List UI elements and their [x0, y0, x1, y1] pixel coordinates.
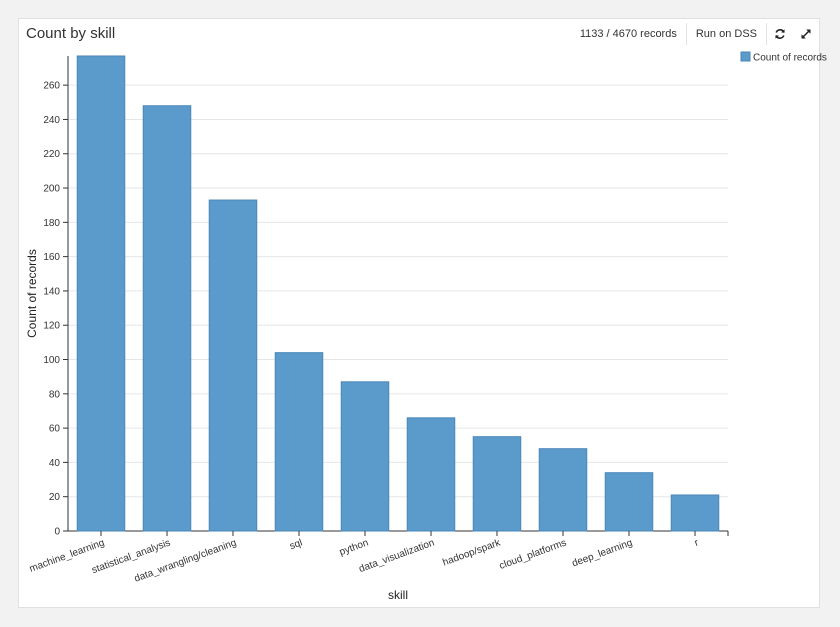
refresh-icon[interactable]: [767, 28, 793, 40]
bar-6[interactable]: [472, 436, 522, 532]
y-tick-label: 100: [43, 355, 60, 366]
expand-icon[interactable]: [793, 28, 819, 40]
y-tick-label: 200: [43, 184, 60, 195]
legend-label: Count of records: [753, 53, 827, 64]
legend-swatch: [740, 51, 751, 62]
x-tick-label: python: [338, 537, 370, 558]
bar-1[interactable]: [142, 105, 192, 532]
y-tick-label: 180: [43, 218, 60, 229]
x-tick-label: data_visualization: [358, 537, 436, 575]
y-tick-label: 60: [49, 424, 61, 435]
toolbar-divider: [685, 23, 687, 45]
x-tick-label: cloud_platforms: [498, 537, 568, 571]
toolbar-divider: [766, 23, 767, 45]
bar-5[interactable]: [406, 417, 456, 532]
x-tick-label: deep_learning: [571, 537, 634, 569]
y-tick-label: 240: [43, 115, 60, 126]
y-tick-label: 140: [43, 286, 60, 297]
bar-0[interactable]: [76, 55, 126, 532]
chart-title: Count by skill: [26, 25, 116, 42]
y-tick-label: 80: [49, 389, 61, 400]
x-tick-label: sql: [288, 537, 304, 552]
bar-8[interactable]: [604, 472, 654, 532]
y-tick-label: 220: [43, 149, 60, 160]
y-tick-label: 0: [54, 527, 60, 538]
y-tick-label: 40: [49, 458, 61, 469]
bar-7[interactable]: [538, 448, 588, 532]
x-axis-title: skill: [388, 588, 408, 602]
y-axis-title: Count of records: [25, 249, 39, 338]
bar-4[interactable]: [340, 381, 390, 532]
x-tick-label: r: [693, 537, 701, 549]
bar-2[interactable]: [208, 199, 258, 532]
y-tick-label: 160: [43, 252, 60, 263]
y-tick-label: 260: [43, 81, 60, 92]
record-count: 1133 / 4670 records: [579, 28, 677, 40]
y-tick-label: 20: [49, 492, 61, 503]
chart-toolbar: 1133 / 4670 records Run on DSS: [571, 19, 819, 49]
bar-9[interactable]: [670, 494, 720, 532]
run-on-dss-button[interactable]: Run on DSS: [695, 28, 757, 40]
y-tick-label: 120: [43, 321, 60, 332]
bar-3[interactable]: [274, 352, 324, 532]
x-tick-label: hadoop/spark: [441, 537, 503, 568]
